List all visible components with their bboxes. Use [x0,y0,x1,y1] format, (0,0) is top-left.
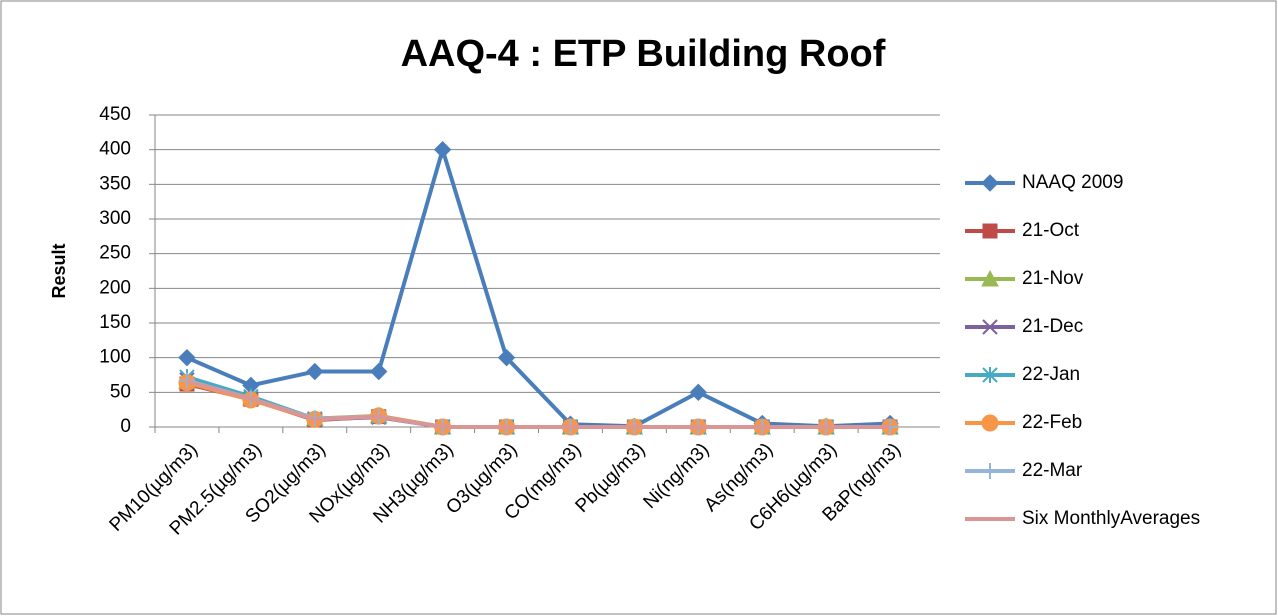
marker [178,348,196,367]
diamond [689,383,707,402]
marker [982,319,998,335]
y-tick-label: 150 [99,312,131,333]
y-tick-label: 350 [99,173,131,194]
diamond [306,362,324,381]
marker [981,174,999,192]
legend-label: 22-Mar [1022,460,1083,481]
marker [981,269,999,287]
legend-label: 21-Oct [1022,220,1080,241]
legend-label: 22-Jan [1022,364,1080,385]
diamond [178,348,196,367]
series-line [186,379,891,429]
y-tick-label: 450 [99,104,131,125]
legend-label: 21-Dec [1022,316,1083,337]
y-axis-label: Result [49,243,69,298]
stroke [982,319,998,335]
legend-label: 21-Nov [1022,268,1084,289]
diamond [981,174,999,192]
y-tick-label: 250 [99,243,131,264]
marker [982,223,998,239]
triangle [981,269,999,287]
marker [433,140,452,159]
y-tick-label: 0 [120,416,131,437]
y-tick-label: 400 [99,139,131,160]
diamond [433,140,452,159]
y-tick-label: 200 [99,277,131,298]
circle [981,414,999,432]
square [982,223,998,239]
marker [497,348,516,367]
marker [982,463,998,479]
marker [981,414,999,432]
marker [306,362,324,381]
legend-label: Six MonthlyAverages [1022,508,1200,529]
diamond [370,362,388,381]
legend-label: NAAQ 2009 [1022,172,1123,193]
marker [178,372,195,389]
series-line [186,147,891,429]
diamond [497,348,516,367]
marker [689,383,707,402]
marker [982,367,998,383]
legend-label: 22-Feb [1022,412,1082,433]
chart-title: AAQ-4 : ETP Building Roof [401,33,886,75]
y-tick-label: 100 [99,347,131,368]
marker [370,362,388,381]
y-tick-label: 50 [110,381,131,402]
y-tick-label: 300 [99,208,131,229]
